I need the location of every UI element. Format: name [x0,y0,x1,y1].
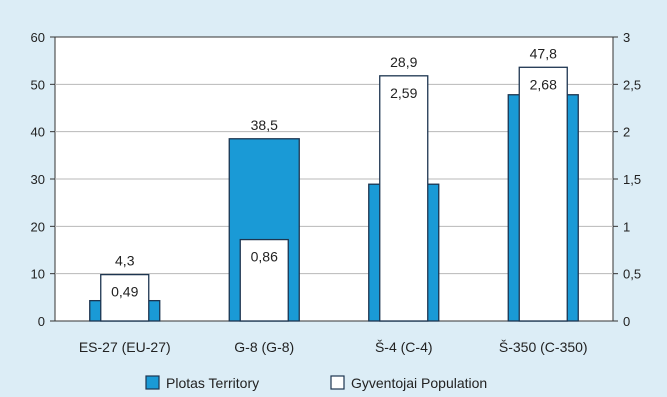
bars [89,66,579,322]
population-value-label: 0,49 [111,284,138,300]
population-bar [518,66,568,322]
right-tick-label: 3 [623,30,630,45]
right-tick-label: 0 [623,314,630,329]
left-tick-label: 60 [31,30,45,45]
category-label: Š-4 (C-4) [375,339,433,355]
legend: Plotas Territory Gyventojai Population [145,375,487,391]
territory-value-label: 28,9 [390,54,417,70]
left-tick-label: 40 [31,125,45,140]
value-labels: 4,3 0,49 38,5 0,86 28,9 2,59 47,8 2,68 [111,45,557,299]
population-value-label: 2,59 [390,85,417,101]
left-tick-label: 20 [31,219,45,234]
territory-value-label: 4,3 [115,253,135,269]
legend-swatch-territory [145,375,160,390]
left-tick-label: 30 [31,172,45,187]
left-tick-label: 10 [31,267,45,282]
category-label: G-8 (G-8) [234,339,294,355]
right-axis-ticks: 0 0,5 1 1,5 2 2,5 3 [613,30,641,329]
right-tick-label: 0,5 [623,267,641,282]
territory-value-label: 38,5 [251,117,278,133]
population-bar [379,75,429,322]
category-label: Š-350 (C-350) [499,339,588,355]
population-value-label: 0,86 [251,249,278,265]
right-tick-label: 1 [623,219,630,234]
population-bar [100,273,150,322]
legend-swatch-population [330,375,345,390]
right-tick-label: 2 [623,125,630,140]
category-labels: ES-27 (EU-27) G-8 (G-8) Š-4 (C-4) Š-350 (C-… [79,339,588,355]
category-label: ES-27 (EU-27) [79,339,171,355]
territory-value-label: 47,8 [530,45,557,61]
right-tick-label: 2,5 [623,77,641,92]
right-tick-label: 1,5 [623,172,641,187]
legend-label-territory: Plotas Territory [166,375,259,391]
left-tick-label: 50 [31,77,45,92]
population-value-label: 2,68 [530,76,557,92]
legend-label-population: Gyventojai Population [351,375,487,391]
left-tick-label: 0 [38,314,45,329]
left-axis-ticks: 0 10 20 30 40 50 60 [31,30,55,329]
population-bar [239,238,289,322]
